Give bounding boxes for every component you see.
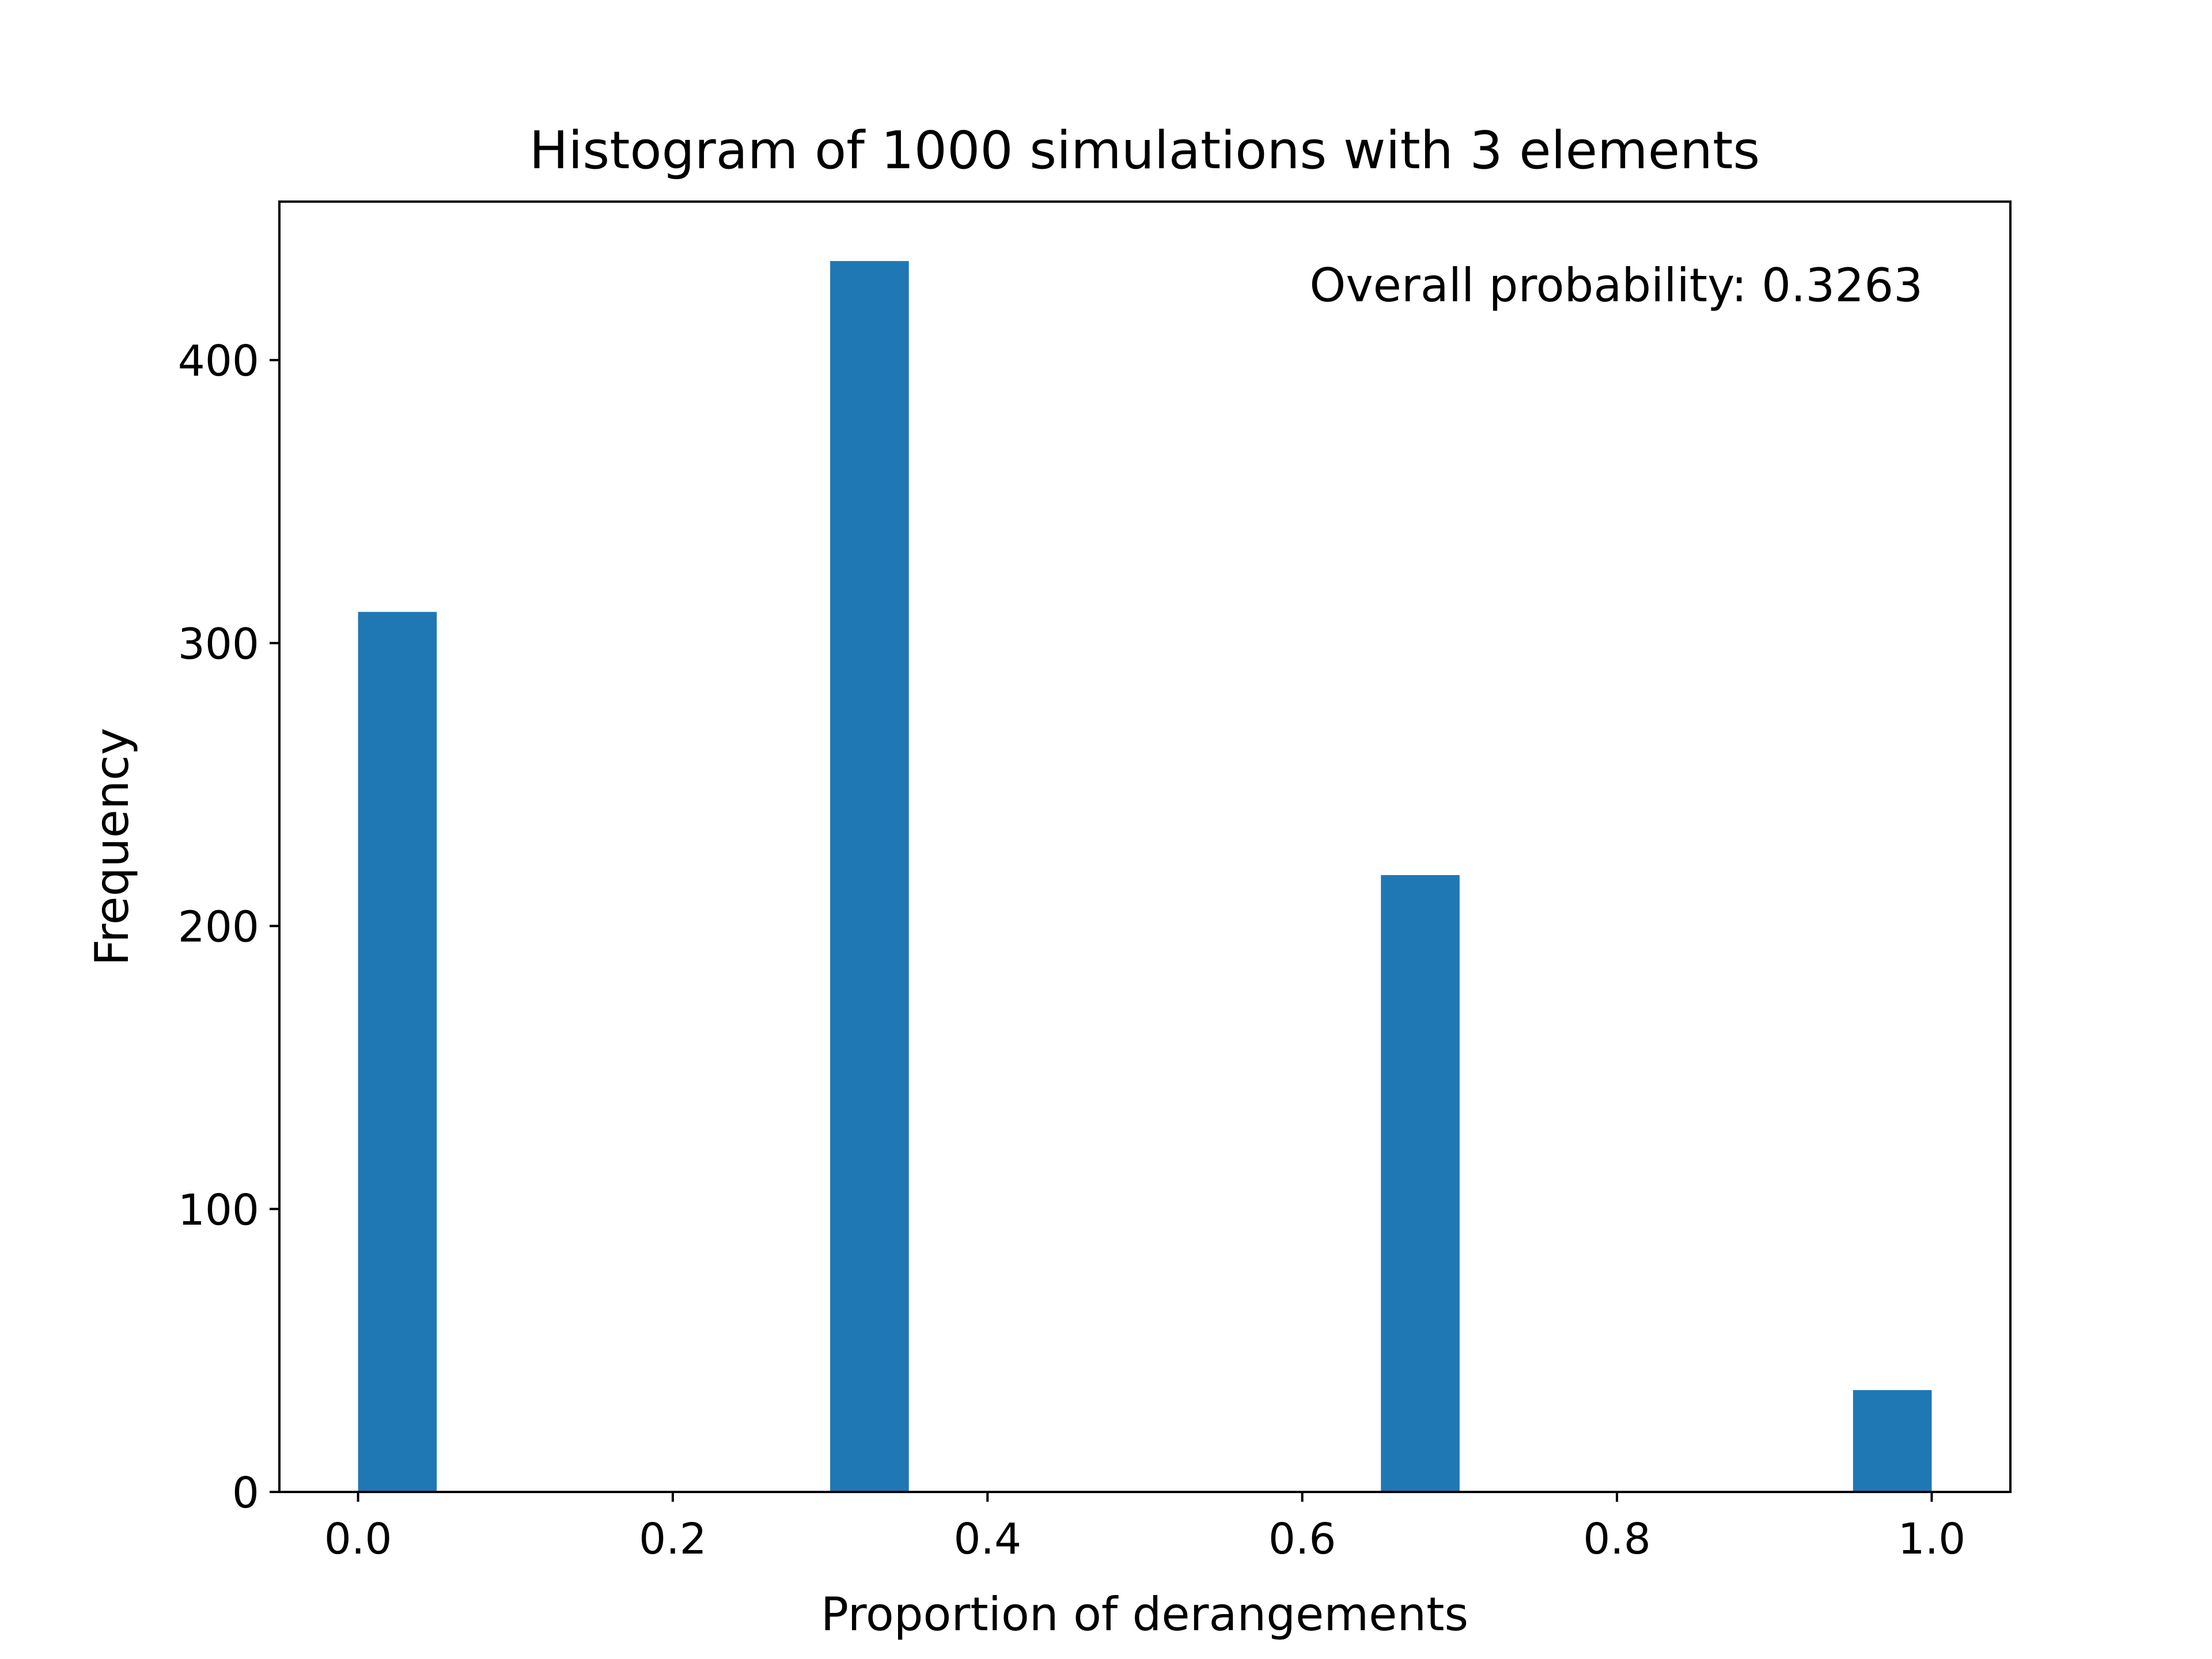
x-tick-label-1: 0.2 — [639, 1514, 707, 1564]
x-tick-label-5: 1.0 — [1898, 1514, 1966, 1564]
y-tick-label-0: 0 — [232, 1468, 259, 1518]
histogram-bar-1 — [830, 261, 909, 1492]
x-tick-label-3: 0.6 — [1268, 1514, 1336, 1564]
y-axis-ticks: 0 100 200 300 400 — [178, 336, 279, 1518]
y-tick-label-1: 100 — [178, 1185, 259, 1235]
histogram-bar-2 — [1381, 875, 1460, 1492]
y-tick-label-2: 200 — [178, 903, 259, 952]
histogram-bar-3 — [1853, 1390, 1932, 1492]
bar-group — [358, 261, 1932, 1492]
overall-probability-annotation: Overall probability: 0.3263 — [1309, 259, 1923, 312]
x-tick-label-0: 0.0 — [324, 1514, 392, 1564]
plot-frame — [278, 200, 2012, 1493]
y-tick-label-3: 300 — [178, 619, 259, 669]
histogram-bar-0 — [358, 612, 437, 1492]
x-axis-label: Proportion of derangements — [821, 1588, 1468, 1641]
x-tick-label-2: 0.4 — [953, 1514, 1021, 1564]
chart-title: Histogram of 1000 simulations with 3 ele… — [529, 120, 1760, 181]
x-axis-ticks: 0.0 0.2 0.4 0.6 0.8 1.0 — [324, 1492, 1966, 1564]
x-tick-label-4: 0.8 — [1583, 1514, 1651, 1564]
y-tick-label-4: 400 — [178, 336, 259, 386]
y-axis-label: Frequency — [85, 728, 139, 965]
